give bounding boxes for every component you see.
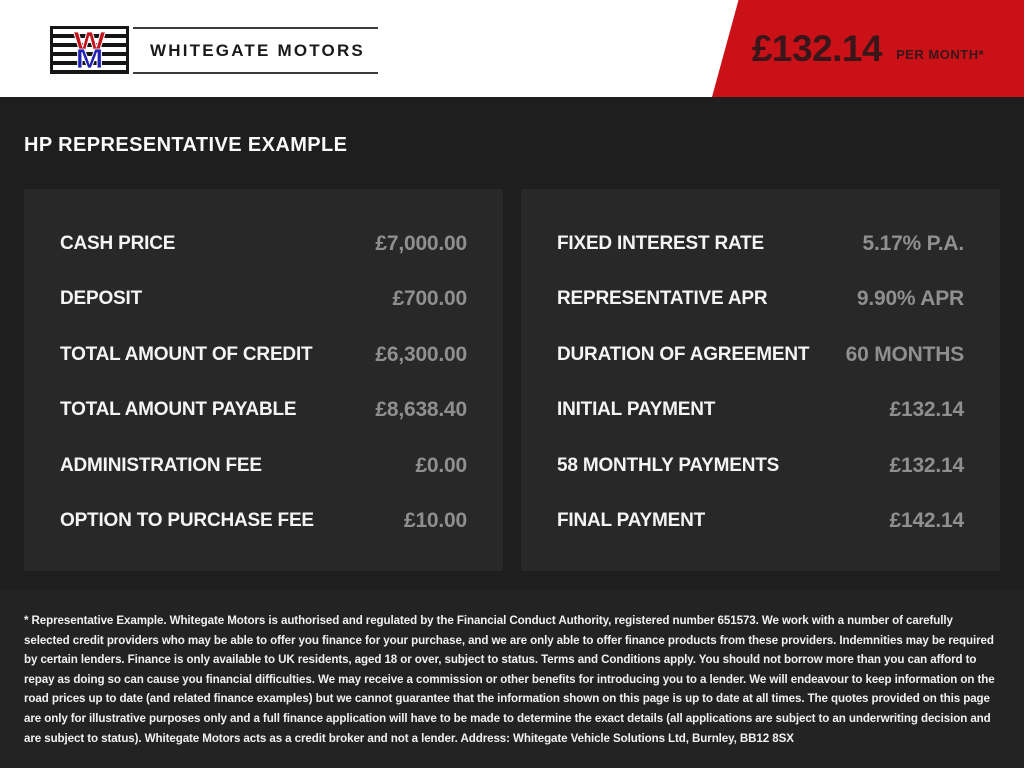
finance-row-total-payable: TOTAL AMOUNT PAYABLE £8,638.40 — [60, 383, 467, 439]
dealer-name: WHITEGATE MOTORS — [150, 40, 365, 60]
disclaimer-text: * Representative Example. Whitegate Moto… — [24, 614, 995, 745]
row-label: OPTION TO PURCHASE FEE — [60, 510, 314, 532]
monthly-price-banner: £132.14 PER MONTH* — [712, 0, 1024, 97]
dealer-name-band[interactable]: WHITEGATE MOTORS — [133, 27, 378, 74]
row-value: 60 MONTHS — [845, 342, 965, 366]
finance-row-apr: REPRESENTATIVE APR 9.90% APR — [557, 272, 964, 328]
site-header: W M WHITEGATE MOTORS £132.14 PER MONTH* — [0, 0, 1024, 97]
finance-row-duration: DURATION OF AGREEMENT 60 MONTHS — [557, 327, 964, 383]
finance-row-interest-rate: FIXED INTEREST RATE 5.17% P.A. — [557, 216, 964, 272]
finance-row-total-credit: TOTAL AMOUNT OF CREDIT £6,300.00 — [60, 327, 467, 383]
row-value: £132.14 — [889, 453, 964, 477]
finance-panel-right: FIXED INTEREST RATE 5.17% P.A. REPRESENT… — [521, 189, 1000, 571]
disclaimer-section: * Representative Example. Whitegate Moto… — [0, 590, 1024, 768]
finance-row-option-fee: OPTION TO PURCHASE FEE £10.00 — [60, 494, 467, 550]
row-value: £132.14 — [889, 398, 964, 422]
row-label: INITIAL PAYMENT — [557, 399, 716, 421]
row-label: TOTAL AMOUNT OF CREDIT — [60, 343, 313, 365]
row-label: DEPOSIT — [60, 288, 143, 310]
row-label: FIXED INTEREST RATE — [557, 232, 764, 254]
row-label: DURATION OF AGREEMENT — [557, 343, 810, 365]
monthly-price-amount: £132.14 — [751, 27, 883, 69]
finance-panels: CASH PRICE £7,000.00 DEPOSIT £700.00 TOT… — [24, 189, 1000, 571]
monthly-price-period: PER MONTH* — [896, 47, 985, 62]
row-value: £7,000.00 — [375, 231, 467, 255]
row-label: CASH PRICE — [60, 232, 176, 254]
row-label: TOTAL AMOUNT PAYABLE — [60, 399, 297, 421]
finance-row-final-payment: FINAL PAYMENT £142.14 — [557, 494, 964, 550]
logo-letter-m-icon: M — [75, 43, 104, 74]
finance-row-monthly-payments: 58 MONTHLY PAYMENTS £132.14 — [557, 438, 964, 494]
row-value: 5.17% P.A. — [862, 231, 964, 255]
row-label: ADMINISTRATION FEE — [60, 454, 262, 476]
row-value: 9.90% APR — [856, 287, 964, 311]
logo-letter-w-icon: W — [73, 26, 106, 58]
finance-panel-left: CASH PRICE £7,000.00 DEPOSIT £700.00 TOT… — [24, 189, 503, 571]
row-value: £700.00 — [392, 287, 467, 311]
row-label: 58 MONTHLY PAYMENTS — [557, 454, 780, 476]
finance-row-initial-payment: INITIAL PAYMENT £132.14 — [557, 383, 964, 439]
row-value: £10.00 — [403, 509, 467, 533]
row-value: £6,300.00 — [375, 342, 467, 366]
row-label: REPRESENTATIVE APR — [557, 288, 768, 310]
finance-row-admin-fee: ADMINISTRATION FEE £0.00 — [60, 438, 467, 494]
row-value: £8,638.40 — [375, 398, 467, 422]
page-title: HP REPRESENTATIVE EXAMPLE — [24, 134, 348, 156]
row-value: £142.14 — [889, 509, 964, 533]
dealer-logo[interactable]: W M — [50, 26, 129, 74]
finance-row-deposit: DEPOSIT £700.00 — [60, 272, 467, 328]
finance-row-cash-price: CASH PRICE £7,000.00 — [60, 216, 467, 272]
row-value: £0.00 — [415, 453, 467, 477]
main-content: HP REPRESENTATIVE EXAMPLE CASH PRICE £7,… — [0, 97, 1024, 768]
row-label: FINAL PAYMENT — [557, 510, 706, 532]
